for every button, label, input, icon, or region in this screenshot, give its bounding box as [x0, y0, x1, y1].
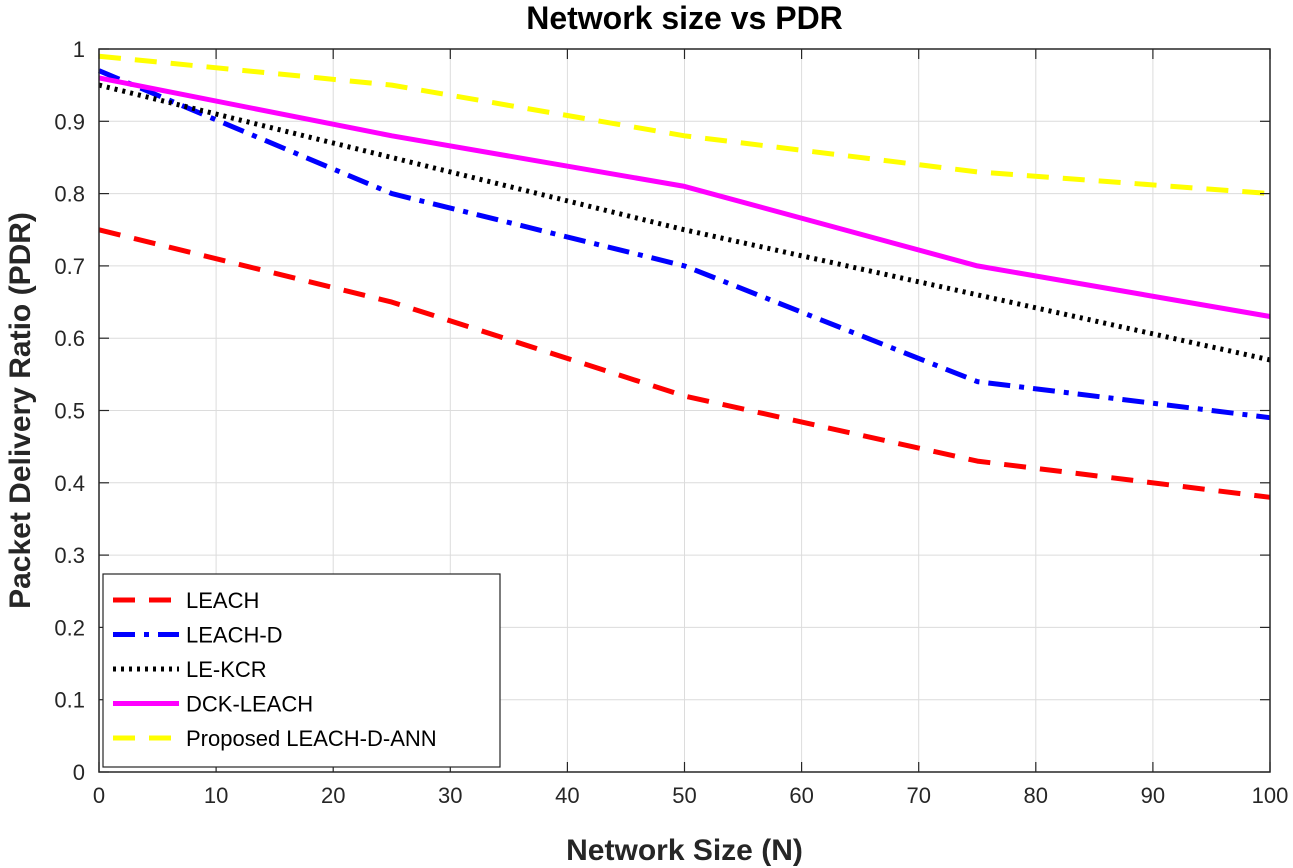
x-tick-label: 40 [555, 783, 579, 808]
x-tick-label: 90 [1141, 783, 1165, 808]
legend: LEACH LEACH-D LE-KCR DCK-LEACH Proposed LEAC… [102, 573, 501, 768]
axis-ticks: 0 10 20 30 40 50 60 70 80 90 100 0 0.1 0.2 0.3 0.4 0.5 0.… [54, 37, 1288, 808]
legend-label: Proposed LEACH-D-ANN [186, 726, 437, 751]
x-tick-label: 20 [321, 783, 345, 808]
y-tick-label: 0.3 [54, 543, 85, 568]
series-line-le-kcr [98, 82, 1271, 363]
legend-label: DCK-LEACH [186, 692, 313, 717]
x-tick-label: 70 [906, 783, 930, 808]
y-tick-label: 0.6 [54, 326, 85, 351]
y-tick-label: 0 [73, 760, 85, 785]
legend-label: LE-KCR [186, 657, 267, 682]
x-tick-label: 30 [438, 783, 462, 808]
series-line-leach-d [98, 68, 1271, 421]
y-tick-label: 0.7 [54, 254, 85, 279]
legend-label: LEACH [186, 588, 259, 613]
series-line-leach [98, 227, 1271, 500]
chart-title: Network size vs PDR [526, 0, 843, 36]
x-tick-label: 0 [93, 783, 105, 808]
series-line-dck-leach [98, 75, 1271, 319]
legend-label: LEACH-D [186, 623, 283, 648]
y-axis-label: Packet Delivery Ratio (PDR) [4, 212, 37, 609]
x-tick-label: 60 [789, 783, 813, 808]
y-tick-label: 0.9 [54, 109, 85, 134]
x-tick-label: 100 [1252, 783, 1289, 808]
x-tick-label: 80 [1024, 783, 1048, 808]
y-tick-label: 0.2 [54, 615, 85, 640]
series-lines [98, 53, 1271, 500]
y-tick-label: 0.5 [54, 399, 85, 424]
x-axis-label: Network Size (N) [566, 834, 803, 867]
x-tick-label: 10 [204, 783, 228, 808]
y-tick-label: 0.4 [54, 471, 85, 496]
y-tick-label: 0.1 [54, 688, 85, 713]
series-line-proposed-leach-d-ann [98, 53, 1271, 197]
y-tick-label: 0.8 [54, 182, 85, 207]
y-tick-label: 1 [73, 37, 85, 62]
x-tick-label: 50 [672, 783, 696, 808]
